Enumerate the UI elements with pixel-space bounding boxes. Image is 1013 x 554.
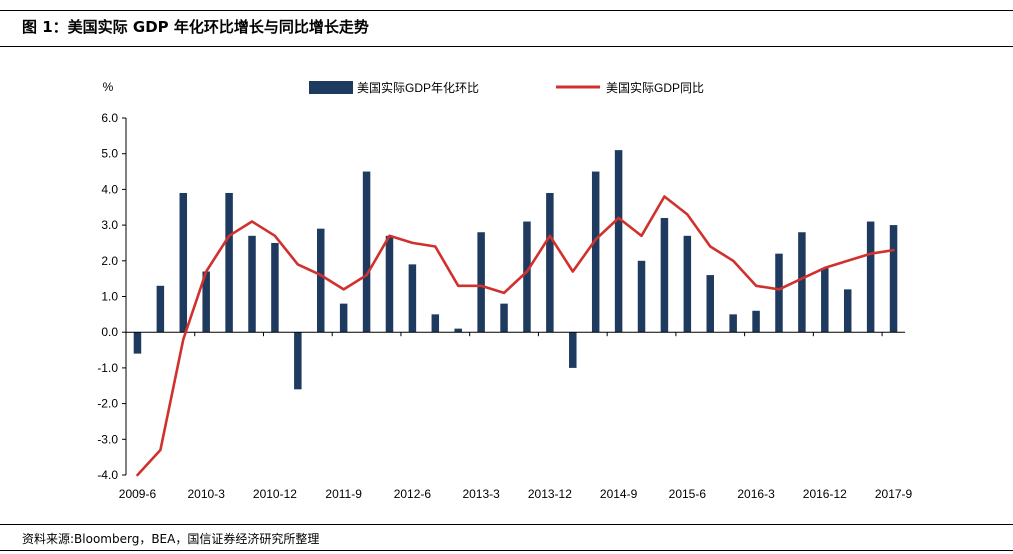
bar-2016-12 — [821, 267, 829, 333]
figure-title: 图 1：美国实际 GDP 年化环比增长与同比增长走势 — [22, 18, 369, 36]
bar-2012-6 — [408, 264, 417, 333]
legend: 美国实际GDP年化环比 美国实际GDP同比 — [309, 80, 704, 95]
y-tick-label: -1.0 — [97, 361, 118, 375]
bar-2011-6 — [317, 228, 325, 333]
x-tick-label: 2010-12 — [253, 487, 297, 501]
bar-2014-3 — [569, 332, 577, 368]
y-axis: 6.0 5.0 4.0 3.0 2.0 1.0 0.0 -1.0 -2.0 -3.0 -4.0 — [97, 111, 127, 482]
legend-bar-label: 美国实际GDP年化环比 — [357, 80, 479, 95]
bar-2013-9 — [523, 221, 531, 333]
bar-2013-6 — [500, 303, 508, 333]
bar-2011-3 — [294, 332, 302, 390]
source-rule-top — [0, 524, 1013, 525]
x-tick-label: 2009-6 — [119, 487, 157, 501]
bar-2016-6 — [775, 253, 783, 333]
source-note: 资料来源:Bloomberg，BEA，国信证券经济研究所整理 — [22, 532, 320, 546]
bar-2017-6 — [866, 221, 875, 333]
bar-2009-9 — [156, 285, 165, 333]
y-tick-label: 0.0 — [101, 325, 118, 339]
bar-2014-6 — [591, 171, 600, 333]
bar-2015-3 — [660, 217, 669, 333]
gdp-chart: % 美国实际GDP年化环比 美国实际GDP同比 6.0 5.0 4.0 3.0 2.0 1.… — [97, 80, 913, 501]
bar-2012-12 — [454, 328, 462, 333]
x-tick-label: 2010-3 — [188, 487, 226, 501]
bar-2009-12 — [179, 192, 188, 333]
bar-2010-12 — [271, 242, 279, 333]
title-rule-bottom — [0, 46, 1013, 47]
y-tick-label: 4.0 — [101, 182, 118, 196]
y-axis-unit-label: % — [103, 80, 114, 94]
bar-2010-6 — [225, 192, 233, 333]
y-tick-label: 1.0 — [101, 290, 118, 304]
line-series — [136, 195, 895, 477]
y-tick-label: 3.0 — [101, 218, 118, 232]
bar-2011-9 — [339, 303, 348, 333]
bar-2015-9 — [706, 275, 714, 333]
x-tick-label: 2012-6 — [394, 487, 432, 501]
zero-axis — [125, 331, 905, 337]
y-tick-label: 6.0 — [101, 111, 118, 125]
yoy-growth-line — [136, 195, 895, 477]
bar-2014-9 — [614, 150, 623, 333]
bar-2016-9 — [798, 232, 806, 333]
y-tick-label: 2.0 — [101, 254, 118, 268]
bar-2010-3 — [202, 271, 210, 333]
bar-2013-3 — [477, 232, 485, 333]
x-tick-label: 2013-12 — [528, 487, 572, 501]
x-tick-label: 2016-12 — [803, 487, 847, 501]
x-tick-label: 2016-3 — [737, 487, 775, 501]
x-tick-label: 2017-9 — [875, 487, 913, 501]
bar-2015-6 — [683, 235, 692, 333]
y-tick-label: -2.0 — [97, 397, 118, 411]
bar-2014-12 — [637, 260, 646, 333]
bar-2017-9 — [889, 225, 898, 333]
legend-bar-swatch — [309, 81, 353, 94]
bar-series — [133, 150, 898, 390]
x-tick-label: 2013-3 — [462, 487, 500, 501]
bar-2010-9 — [248, 235, 256, 333]
bar-2016-3 — [752, 310, 760, 333]
y-tick-label: -3.0 — [97, 432, 118, 446]
legend-line-label: 美国实际GDP同比 — [606, 80, 704, 95]
bar-2012-9 — [431, 314, 440, 333]
x-axis-labels: 2009-6 2010-3 2010-12 2011-9 2012-6 2013-3 201… — [119, 487, 913, 501]
x-tick-label: 2011-9 — [325, 487, 362, 501]
title-rule-top — [0, 10, 1013, 11]
bar-2015-12 — [729, 314, 737, 333]
bar-2017-3 — [843, 289, 852, 333]
y-tick-label: 5.0 — [101, 147, 118, 161]
x-tick-label: 2014-9 — [600, 487, 638, 501]
y-tick-label: -4.0 — [97, 468, 118, 482]
bar-2012-3 — [385, 235, 394, 333]
bar-2011-12 — [362, 171, 371, 333]
x-tick-label: 2015-6 — [669, 487, 707, 501]
bar-2013-12 — [546, 192, 554, 333]
bar-2009-6 — [133, 332, 142, 354]
source-rule-bottom — [0, 550, 1013, 551]
